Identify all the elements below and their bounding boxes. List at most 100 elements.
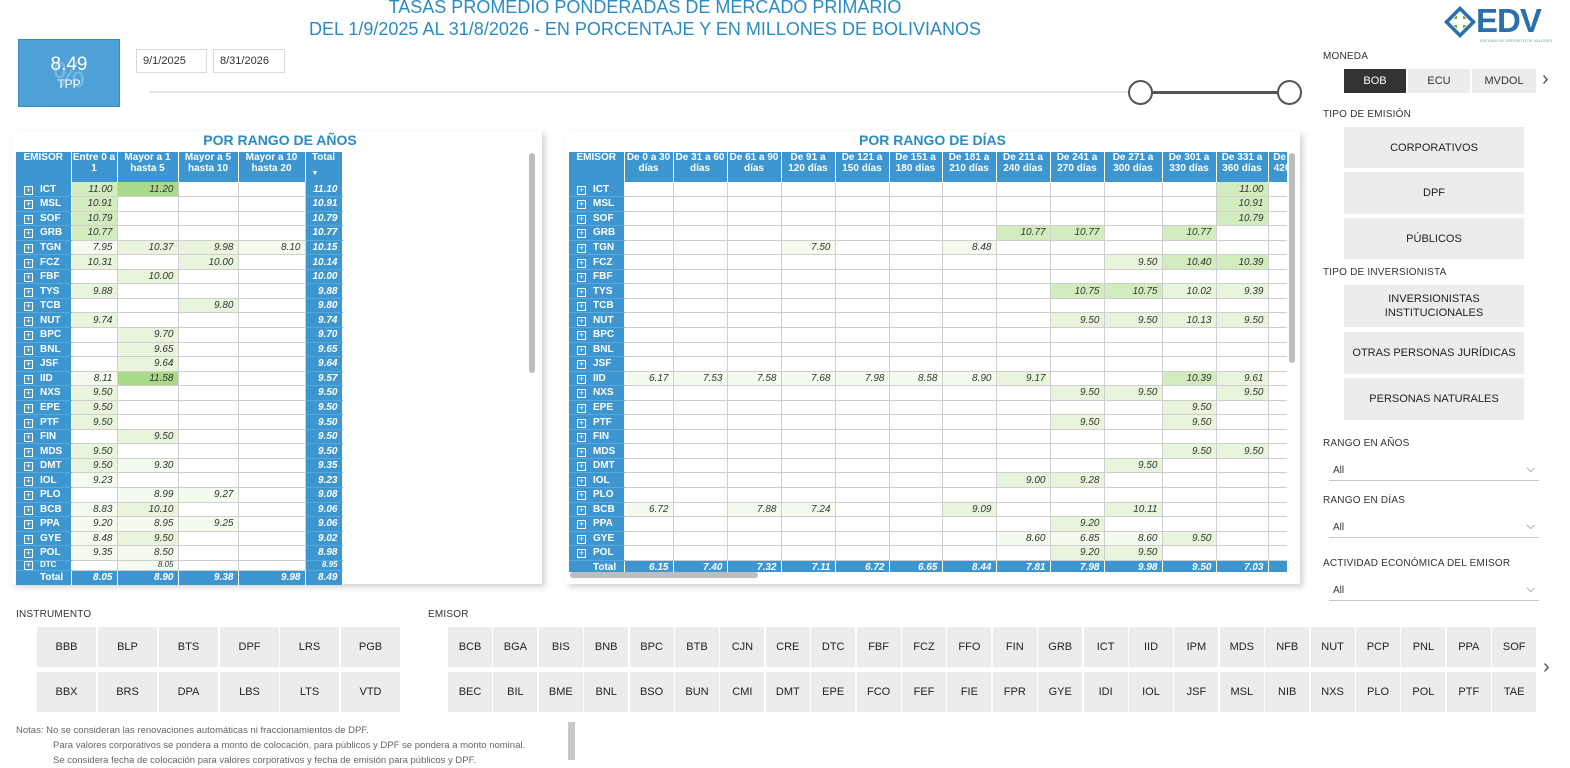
instrumento-chip-dpa[interactable]: DPA <box>159 672 218 712</box>
emisor-chip-msl[interactable]: MSL <box>1219 672 1264 712</box>
emisor-cell[interactable]: + FBF <box>569 269 625 285</box>
instrumento-chip-lrs[interactable]: LRS <box>280 627 339 667</box>
table-row[interactable]: + PLO <box>569 487 1287 503</box>
emisor-cell[interactable]: + DTC <box>16 560 72 571</box>
emisor-chip-bnl[interactable]: BNL <box>584 672 629 712</box>
instrumento-chip-pgb[interactable]: PGB <box>341 627 400 667</box>
table-row[interactable]: + GYE 8.48 9.50 9.02 <box>16 531 343 547</box>
emisor-cell[interactable]: + FCZ <box>16 254 72 270</box>
plus-box-icon[interactable]: + <box>24 548 33 559</box>
emisor-chip-pol[interactable]: POL <box>1401 672 1446 712</box>
instrumento-chip-brs[interactable]: BRS <box>98 672 157 712</box>
emisor-cell[interactable]: + TYS <box>16 283 72 299</box>
days_table-header-3[interactable]: De 61 a 90 días <box>727 152 782 182</box>
table-row[interactable]: + TGN 7.95 10.37 9.98 8.10 10.15 <box>16 240 343 256</box>
plus-box-icon[interactable]: + <box>577 417 586 428</box>
emisor-cell[interactable]: + FBF <box>16 269 72 285</box>
table-row[interactable]: + IID 8.11 11.58 9.57 <box>16 371 343 387</box>
actividad-dropdown[interactable]: All ⌵ <box>1329 581 1539 601</box>
table-row[interactable]: + GRB 10.77 10.77 10.77 <box>569 225 1287 241</box>
instrumento-chip-vtd[interactable]: VTD <box>341 672 400 712</box>
plus-box-icon[interactable]: + <box>24 417 33 428</box>
emisor-chip-ict[interactable]: ICT <box>1083 627 1128 667</box>
emisor-chip-fcz[interactable]: FCZ <box>902 627 946 667</box>
days-table-viewport[interactable]: EMISOR De 0 a 30 días De 31 a 60 días De 61… <box>569 152 1287 572</box>
emisor-chip-btb[interactable]: BTB <box>675 627 719 667</box>
emisor-chip-epe[interactable]: EPE <box>811 672 856 712</box>
date-slider-track[interactable] <box>149 91 1290 93</box>
emisor-chip-mds[interactable]: MDS <box>1219 627 1264 667</box>
emisor-chip-dtc[interactable]: DTC <box>811 627 856 667</box>
moneda-mvdol-button[interactable]: MVDOL <box>1472 69 1536 93</box>
plus-box-icon[interactable]: + <box>577 199 586 210</box>
emisor-cell[interactable]: + ICT <box>569 182 625 198</box>
years_table-header-4[interactable]: Mayor a 10 hasta 20 <box>238 152 306 182</box>
table-row[interactable]: + DTC 8.05 8.95 <box>16 560 343 571</box>
emisor-chip-fin[interactable]: FIN <box>992 627 1037 667</box>
personas-naturales-button[interactable]: PERSONAS NATURALES <box>1344 378 1524 420</box>
emisor-cell[interactable]: + PLO <box>16 487 72 503</box>
instrumento-chip-bbx[interactable]: BBX <box>37 672 96 712</box>
plus-box-icon[interactable]: + <box>24 301 33 312</box>
emisor-cell[interactable]: + JSF <box>16 356 72 372</box>
emision-publicos-button[interactable]: PÚBLICOS <box>1344 218 1524 259</box>
emisor-chip-dmt[interactable]: DMT <box>765 672 810 712</box>
emisor-chip-idi[interactable]: IDI <box>1083 672 1128 712</box>
emisor-cell[interactable]: + TCB <box>569 298 625 314</box>
emisor-chip-nib[interactable]: NIB <box>1265 672 1310 712</box>
emisor-cell[interactable]: + BCB <box>569 502 625 518</box>
notes-scrollbar[interactable] <box>568 722 575 760</box>
plus-box-icon[interactable]: + <box>577 402 586 413</box>
days_table-header-0[interactable]: EMISOR <box>569 152 625 182</box>
table-row[interactable]: + FCZ 9.50 10.40 10.39 <box>569 254 1287 270</box>
emisor-chip-cmi[interactable]: CMI <box>720 672 765 712</box>
plus-box-icon[interactable]: + <box>577 315 586 326</box>
plus-box-icon[interactable]: + <box>24 504 33 515</box>
emisor-chip-iid[interactable]: IID <box>1129 627 1173 667</box>
emisor-chip-bis[interactable]: BIS <box>538 627 583 667</box>
years_table-header-1[interactable]: Entre 0 a 1 <box>71 152 118 182</box>
plus-box-icon[interactable]: + <box>577 330 586 341</box>
plus-box-icon[interactable]: + <box>577 446 586 457</box>
emisor-cell[interactable]: + PTF <box>569 414 625 430</box>
table-row[interactable]: + FBF 10.00 10.00 <box>16 269 343 285</box>
plus-box-icon[interactable]: + <box>577 286 586 297</box>
table-row[interactable]: + NUT 9.74 9.74 <box>16 312 343 328</box>
chevron-right-icon[interactable]: › <box>1542 68 1549 90</box>
emisor-chip-bil[interactable]: BIL <box>493 672 538 712</box>
emisor-chip-bec[interactable]: BEC <box>448 672 492 712</box>
emisor-cell[interactable]: + DMT <box>16 458 72 474</box>
plus-box-icon[interactable]: + <box>24 272 33 283</box>
emisor-cell[interactable]: + MDS <box>569 443 625 459</box>
days_table-header-5[interactable]: De 121 a 150 días <box>835 152 890 182</box>
table-row[interactable]: + JSF <box>569 356 1287 372</box>
days_table-header-7[interactable]: De 181 a 210 días <box>942 152 997 182</box>
emisor-chip-tae[interactable]: TAE <box>1492 672 1537 712</box>
emisor-cell[interactable]: + MDS <box>16 443 72 459</box>
table-row[interactable]: + NUT 9.50 9.50 10.13 9.50 <box>569 312 1287 328</box>
moneda-bob-button[interactable]: BOB <box>1344 69 1406 93</box>
emisor-cell[interactable]: + BNL <box>569 342 625 358</box>
plus-box-icon[interactable]: + <box>24 373 33 384</box>
plus-box-icon[interactable]: + <box>24 213 33 224</box>
plus-box-icon[interactable]: + <box>577 533 586 544</box>
days_table-header-11[interactable]: De 301 a 330 días <box>1162 152 1217 182</box>
emisor-chip-pnl[interactable]: PNL <box>1401 627 1446 667</box>
table-row[interactable]: + PPA 9.20 8.95 9.25 9.06 <box>16 516 343 532</box>
emisor-chip-nut[interactable]: NUT <box>1310 627 1355 667</box>
emisor-chip-jsf[interactable]: JSF <box>1174 672 1219 712</box>
table-row[interactable]: + IOL 9.00 9.28 <box>569 472 1287 488</box>
table-row[interactable]: + GYE 8.60 6.85 8.60 9.50 <box>569 531 1287 547</box>
table-row[interactable]: + SOF 10.79 10.79 <box>16 211 343 227</box>
emisor-cell[interactable]: + GYE <box>569 531 625 547</box>
table-row[interactable]: + ICT 11.00 <box>569 182 1287 198</box>
emisor-cell[interactable]: + IOL <box>16 472 72 488</box>
table-row[interactable]: + FIN <box>569 429 1287 445</box>
emisor-cell[interactable]: + EPE <box>569 400 625 416</box>
emisor-chip-plo[interactable]: PLO <box>1356 672 1400 712</box>
emisor-cell[interactable]: + TYS <box>569 283 625 299</box>
emisor-chip-bso[interactable]: BSO <box>629 672 674 712</box>
table-row[interactable]: + BNL <box>569 342 1287 358</box>
emisor-cell[interactable]: + IOL <box>569 472 625 488</box>
table-row[interactable]: + TYS 9.88 9.88 <box>16 283 343 299</box>
